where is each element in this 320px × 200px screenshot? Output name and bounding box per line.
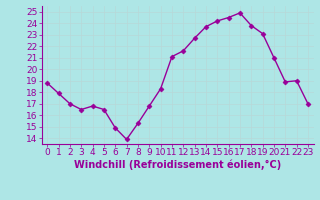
X-axis label: Windchill (Refroidissement éolien,°C): Windchill (Refroidissement éolien,°C)	[74, 160, 281, 170]
